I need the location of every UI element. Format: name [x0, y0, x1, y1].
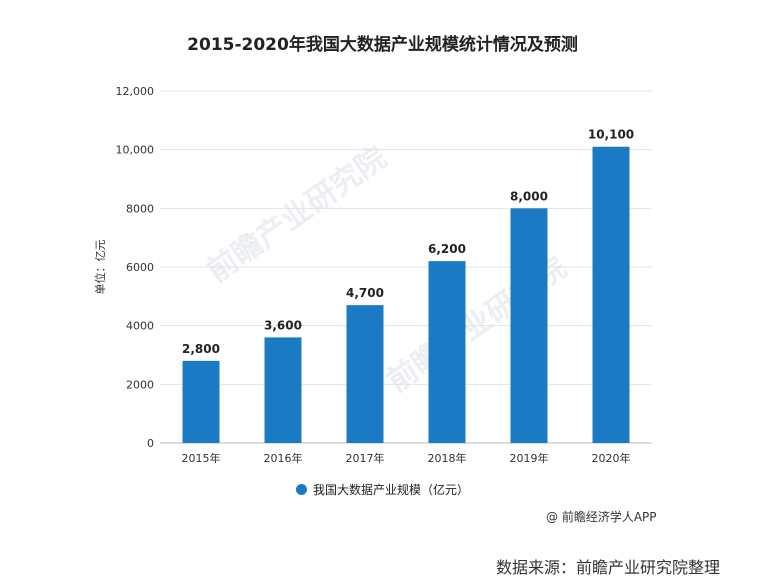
x-tick-label: 2017年 — [346, 451, 385, 465]
bar — [346, 305, 384, 443]
bar — [428, 261, 466, 443]
x-tick-label: 2019年 — [510, 451, 549, 465]
y-tick-label: 6000 — [126, 261, 154, 274]
y-tick-label: 8000 — [126, 202, 154, 215]
y-tick-label: 12,000 — [116, 85, 155, 98]
source-note: 数据来源：前瞻产业研究院整理 — [496, 558, 721, 577]
bar — [510, 208, 548, 443]
y-tick-label: 10,000 — [116, 144, 155, 157]
x-tick-label: 2015年 — [182, 451, 221, 465]
chart-title: 2015-2020年我国大数据产业规模统计情况及预测 — [187, 35, 578, 55]
bar — [592, 146, 630, 443]
data-label: 6,200 — [428, 242, 466, 256]
data-label: 2,800 — [182, 342, 220, 356]
x-tick-label: 2018年 — [428, 451, 467, 465]
legend[interactable]: 我国大数据产业规模（亿元） — [0, 481, 765, 498]
y-tick-label: 4000 — [126, 320, 154, 333]
data-label: 4,700 — [346, 286, 384, 300]
credit-text: @ 前瞻经济学人APP — [546, 510, 657, 524]
bar — [264, 337, 302, 443]
data-label: 3,600 — [264, 318, 302, 332]
bar — [182, 360, 220, 443]
legend-swatch — [295, 484, 307, 495]
x-tick-label: 2020年 — [592, 451, 631, 465]
x-tick-label: 2016年 — [264, 451, 303, 465]
data-label: 8,000 — [510, 189, 548, 203]
y-axis-label: 单位：亿元 — [93, 240, 107, 295]
y-tick-label: 2000 — [126, 378, 154, 391]
data-label: 10,100 — [588, 128, 634, 142]
legend-label: 我国大数据产业规模（亿元） — [312, 483, 469, 497]
y-tick-label: 0 — [147, 437, 154, 450]
